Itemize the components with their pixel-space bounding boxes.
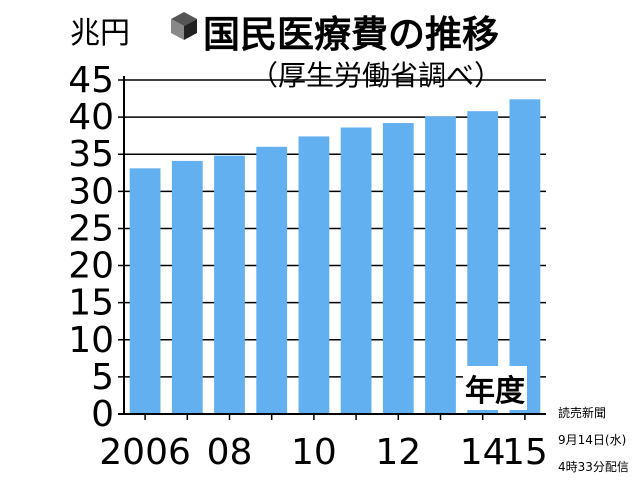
bar [256, 146, 288, 415]
y-tick-label: 45 [68, 60, 114, 101]
x-tick-label: 08 [207, 432, 253, 473]
y-tick-label: 5 [91, 357, 114, 398]
bar [298, 136, 330, 415]
credit-date: 9月14日(水) [558, 433, 627, 447]
bar [340, 127, 372, 414]
y-tick-label: 20 [68, 246, 114, 287]
y-tick-label: 15 [68, 283, 114, 324]
credit-publisher: 読売新聞 [558, 406, 607, 420]
bar [129, 168, 161, 414]
bar [171, 160, 203, 414]
bar [382, 123, 414, 414]
chart-title: 国民医療費の推移 [203, 13, 499, 56]
x-tick-label: 2006 [99, 432, 191, 473]
x-tick-label: 14 [460, 432, 506, 473]
bar [509, 99, 541, 414]
x-tick-label: 15 [502, 432, 548, 473]
y-tick-label: 25 [68, 208, 114, 249]
y-tick-label: 30 [68, 171, 114, 212]
credit-time: 4時33分配信 [558, 460, 629, 474]
y-tick-label: 0 [91, 394, 114, 435]
bar [214, 155, 245, 414]
cube-icon [171, 12, 197, 40]
chart-source: （厚生労働省調べ） [250, 59, 503, 92]
bar [467, 111, 499, 414]
x-axis-unit-label: 年度 [463, 366, 527, 410]
y-tick-label: 40 [68, 97, 114, 138]
y-tick-label: 35 [68, 134, 114, 175]
x-tick-label: 12 [375, 432, 421, 473]
x-tick-label: 10 [291, 432, 337, 473]
bar [425, 116, 456, 414]
y-axis-unit-label: 兆円 [70, 16, 130, 51]
y-tick-label: 10 [68, 320, 114, 361]
